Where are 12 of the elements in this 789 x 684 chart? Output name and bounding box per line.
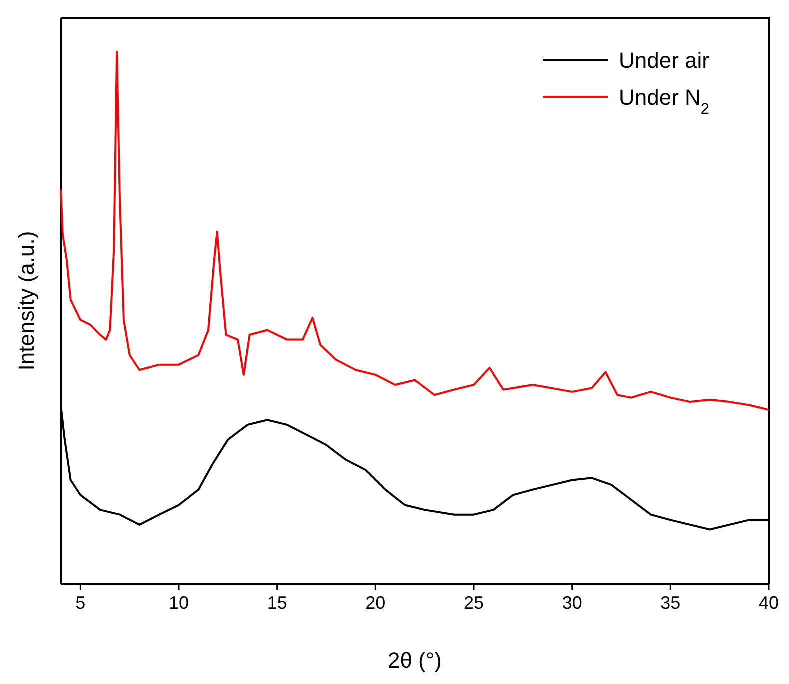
x-tick-label: 25 <box>464 593 484 614</box>
x-tick-label: 35 <box>660 593 681 614</box>
x-tick-label: 20 <box>366 593 386 614</box>
x-tick-label: 40 <box>758 593 780 614</box>
x-tick-label: 30 <box>562 593 582 614</box>
x-tick-label: 15 <box>267 593 288 614</box>
legend-label: Under N$_{2}$ <box>619 85 710 118</box>
legend-label: Under air <box>619 48 710 73</box>
x-axis-title: 2θ (°) <box>388 648 442 673</box>
y-axis-title: Intensity (a.u.) <box>14 231 39 371</box>
x-tick-label: 10 <box>168 593 190 614</box>
x-tick-label: 5 <box>76 593 86 614</box>
